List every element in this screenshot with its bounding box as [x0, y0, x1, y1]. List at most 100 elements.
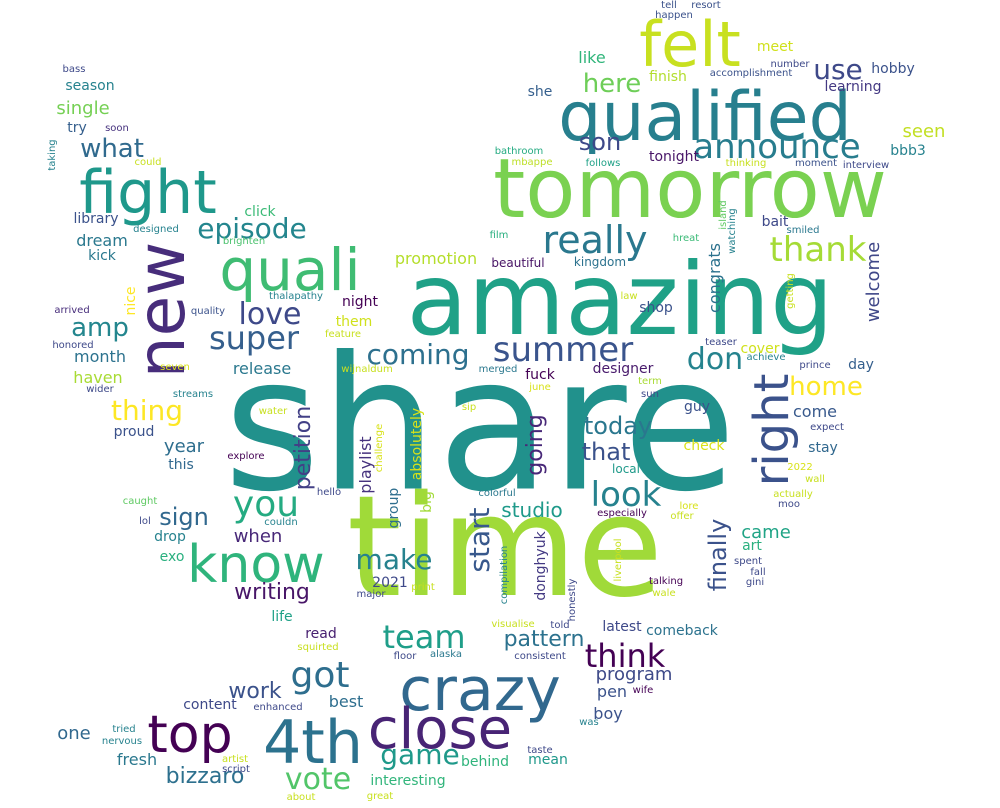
word-taking: taking: [47, 139, 58, 171]
word-smiled: smiled: [786, 225, 820, 236]
word-designer: designer: [592, 361, 654, 377]
word-writing: writing: [234, 580, 310, 605]
word-designed: designed: [133, 224, 179, 235]
word-pattern: pattern: [503, 627, 585, 652]
word-2021: 2021: [372, 575, 408, 591]
word-make: make: [355, 543, 433, 576]
word-boy: boy: [593, 704, 623, 723]
word-soon: soon: [105, 123, 129, 134]
word-moo: moo: [778, 499, 800, 510]
word-haven: haven: [73, 368, 123, 387]
word-quali: quali: [219, 236, 361, 304]
word-finish: finish: [649, 69, 687, 85]
word-accomplishment: accomplishment: [709, 68, 793, 79]
word-use: use: [813, 53, 863, 86]
word-fresh: fresh: [116, 750, 158, 769]
word-mean: mean: [528, 752, 568, 768]
word-compilation: compilation: [499, 545, 510, 605]
word-number: number: [770, 59, 810, 70]
word-month: month: [74, 347, 126, 366]
word-merged: merged: [478, 364, 518, 375]
word-felt: felt: [639, 8, 741, 81]
word-brighten: brighten: [222, 236, 266, 247]
word-them: them: [335, 314, 373, 330]
word-feature: feature: [324, 329, 362, 340]
word-explore: explore: [227, 451, 265, 462]
word-talking: talking: [648, 576, 684, 587]
word-kick: kick: [88, 248, 116, 264]
word-work: work: [228, 679, 282, 704]
word-read: read: [305, 626, 337, 642]
word-coming: coming: [366, 338, 470, 371]
word-streams: streams: [172, 389, 214, 400]
word-moment: moment: [794, 158, 838, 169]
word-bizzaro: bizzaro: [165, 764, 245, 789]
word-colorful: colorful: [478, 488, 516, 499]
word-shop: shop: [639, 300, 673, 316]
word-single: single: [56, 98, 110, 119]
word-vote: vote: [284, 762, 352, 797]
word-about: about: [286, 792, 316, 803]
word-especially: especially: [597, 508, 647, 519]
word-quality: quality: [190, 306, 226, 317]
word-drop: drop: [154, 529, 186, 545]
word-petition: petition: [291, 405, 316, 491]
word-offer: offer: [670, 511, 694, 522]
word-day: day: [848, 357, 874, 373]
word-came: came: [741, 522, 791, 543]
word-hello: hello: [316, 487, 342, 498]
word-floor: floor: [393, 651, 417, 662]
word-amp: amp: [71, 313, 129, 343]
word-amazing: amazing: [406, 241, 834, 358]
word-super: super: [208, 319, 300, 357]
word-print: print: [411, 582, 435, 593]
word-like: like: [578, 48, 606, 67]
word-big: big: [419, 491, 435, 513]
word-wale: wale: [652, 588, 676, 599]
word-best: best: [328, 692, 364, 711]
word-absolutely: absolutely: [409, 407, 425, 481]
word-bait: bait: [761, 214, 789, 230]
word-that: that: [581, 438, 631, 466]
word-thing: thing: [110, 394, 184, 427]
word-wider: wider: [86, 384, 114, 395]
word-could: could: [134, 157, 162, 168]
word-studio: studio: [501, 498, 563, 522]
word-year: year: [163, 436, 205, 457]
word-learning: learning: [824, 79, 882, 95]
word-night: night: [341, 294, 379, 310]
word-start: start: [463, 507, 496, 573]
word-teaser: teaser: [705, 337, 737, 348]
word-she: she: [527, 84, 553, 100]
word-program: program: [595, 664, 673, 685]
word-release: release: [232, 359, 292, 378]
word-content: content: [183, 697, 237, 713]
word-sun: sun: [641, 389, 659, 400]
word-click: click: [244, 204, 276, 220]
word-lol: lol: [139, 516, 151, 527]
word-crazy: crazy: [399, 655, 561, 725]
word-prince: prince: [799, 360, 831, 371]
word-proud: proud: [113, 424, 155, 440]
word-getting: getting: [785, 273, 796, 309]
word-finally: finally: [704, 518, 732, 592]
word-announce: announce: [693, 127, 861, 167]
word-beautiful: beautiful: [491, 256, 545, 270]
word-think: think: [584, 637, 666, 675]
word-water: water: [258, 406, 288, 417]
word-great: great: [366, 791, 394, 802]
word-alaska: alaska: [430, 649, 462, 660]
word-donghyuk: donghyuk: [533, 531, 549, 601]
word-really: really: [542, 218, 648, 262]
word-4th: 4th: [263, 708, 363, 778]
word-law: law: [620, 291, 638, 302]
word-resort: resort: [691, 0, 721, 11]
word-achieve: achieve: [746, 352, 786, 363]
word-enhanced: enhanced: [253, 702, 303, 713]
word-guy: guy: [683, 399, 711, 415]
word-bathroom: bathroom: [494, 146, 544, 157]
word-expect: expect: [810, 422, 844, 433]
word-major: major: [356, 589, 386, 600]
word-wall: wall: [805, 474, 825, 485]
